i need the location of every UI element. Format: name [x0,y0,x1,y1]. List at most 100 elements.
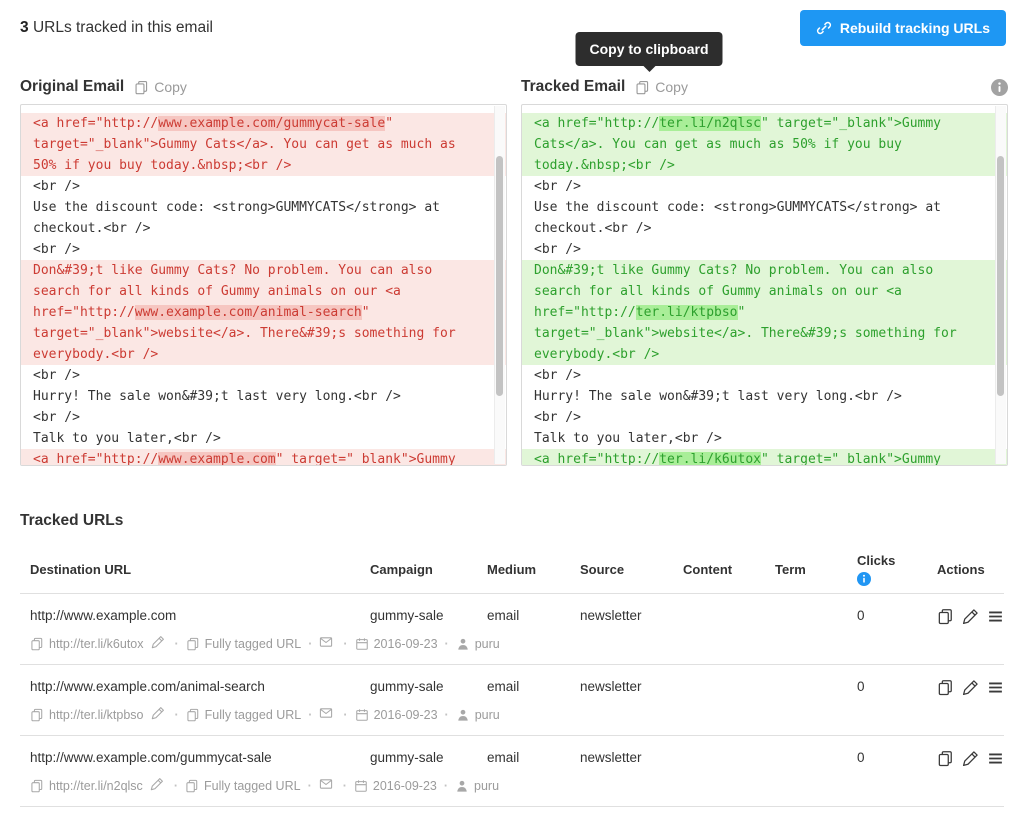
edit-url-button[interactable] [962,679,979,696]
copy-icon [30,708,44,722]
separator-dot: · [174,636,179,651]
tracked-email-code-panel[interactable]: <a href="http://ter.li/n2qlsc" target="_… [521,104,1008,466]
row-menu-button[interactable] [987,608,1004,625]
tagged-url-copy-button[interactable]: Fully tagged URL [186,708,301,722]
separator-dot: · [173,778,178,793]
row-details: http://ter.li/ktpbso · Fully tagged URL … [30,706,1004,723]
clicks-info-icon[interactable] [857,572,871,586]
code-line: <br /> [534,179,581,194]
short-url: http://ter.li/n2qlsc [49,778,143,793]
email-button[interactable] [319,706,336,723]
code-line: checkout.<br /> [33,221,151,236]
original-email-code-panel[interactable]: <a href="http://www.example.com/gummycat… [20,104,507,466]
scrollbar-track [995,106,1006,464]
date-value: 2016-09-23 [372,778,437,793]
created-by-user: puru [455,779,499,793]
short-url: http://ter.li/ktpbso [49,707,144,722]
destination-url: http://www.example.com/animal-search [30,679,265,694]
row-menu-button[interactable] [987,679,1004,696]
code-line: Use the discount code: <strong>GUMMYCATS… [534,200,941,215]
edit-url-button[interactable] [962,608,979,625]
code-line: <br /> [33,242,80,257]
edit-url-button[interactable] [962,750,979,767]
code-line: Don&#39;t like Gummy Cats? No problem. Y… [522,260,1007,281]
code-line: Cats</a>. You can get as much as 50% if … [522,134,1007,155]
created-date: 2016-09-23 [355,708,438,722]
code-line: checkout.<br /> [534,221,652,236]
content-value [683,606,775,626]
created-by-user: puru [456,637,500,651]
user-name: puru [474,778,500,793]
term-value [775,606,857,626]
medium-value: email [487,608,520,623]
code-line: everybody.<br /> [21,344,506,365]
campaign-value: gummy-sale [370,750,444,765]
edit-short-url-button[interactable] [150,777,167,794]
column-header-campaign: Campaign [370,562,433,577]
separator-dot: · [308,636,313,651]
column-header-source: Source [580,562,625,577]
rebuild-tracking-urls-button[interactable]: Rebuild tracking URLs [799,10,1006,46]
column-header-clicks: Clicks [857,553,937,586]
copy-url-button[interactable] [937,679,954,696]
content-value [683,748,775,768]
code-line: Talk to you later,<br /> [534,431,722,446]
short-url-copy-button[interactable]: http://ter.li/ktpbso [30,708,144,722]
code-line: <br /> [534,368,581,383]
code-line: <br /> [33,368,80,383]
tracked-email-info-button[interactable] [991,79,1008,96]
code-line: <a href="http://ter.li/k6utox" target="_… [522,449,1007,466]
copy-icon [30,779,44,793]
code-line: <a href="http://www.example.com" target=… [21,449,506,466]
url-highlight: www.example.com [158,452,276,466]
edit-short-url-button[interactable] [151,635,168,652]
created-date: 2016-09-23 [354,779,437,793]
medium-value: email [487,679,520,694]
scrollbar-thumb[interactable] [997,156,1004,396]
code-line: Hurry! The sale won&#39;t last very long… [33,389,401,404]
original-email-column: Original Email Copy <a href="http://www.… [20,76,507,466]
menu-icon [987,608,1004,625]
envelope-icon [319,706,333,720]
tag-status-label: Fully tagged URL [203,778,301,793]
column-header-destination-url: Destination URL [30,562,132,577]
created-by-user: puru [456,708,500,722]
term-value [775,677,857,697]
email-button[interactable] [319,635,336,652]
clicks-value: 0 [857,679,865,694]
source-value: newsletter [580,679,642,694]
row-actions [937,748,1004,768]
short-url-copy-button[interactable]: http://ter.li/n2qlsc [30,779,143,793]
separator-dot: · [443,778,449,793]
copy-icon [186,708,200,722]
copy-url-button[interactable] [937,750,954,767]
user-name: puru [474,636,500,651]
scrollbar-thumb[interactable] [496,156,503,396]
column-header-actions: Actions [937,562,985,577]
original-copy-button[interactable]: Copy [134,79,187,95]
code-line: <br /> [33,179,80,194]
tracked-copy-button[interactable]: Copy [635,79,688,95]
person-icon [456,637,470,651]
tagged-url-copy-button[interactable]: Fully tagged URL [185,779,301,793]
email-button[interactable] [319,777,336,794]
separator-dot: · [343,707,348,722]
tracked-email-code: <a href="http://ter.li/n2qlsc" target="_… [522,105,1007,466]
code-line: Hurry! The sale won&#39;t last very long… [534,389,902,404]
code-line: Talk to you later,<br /> [33,431,221,446]
table-row: http://www.example.com gummy-sale email … [20,594,1004,665]
copy-icon [30,637,44,651]
row-actions [937,606,1004,626]
tagged-url-copy-button[interactable]: Fully tagged URL [186,637,301,651]
copy-url-button[interactable] [937,608,954,625]
url-highlight: ter.li/ktpbso [635,305,738,320]
email-compare-section: Original Email Copy <a href="http://www.… [0,32,1024,466]
edit-short-url-button[interactable] [151,706,168,723]
short-url-copy-button[interactable]: http://ter.li/k6utox [30,637,144,651]
original-email-code: <a href="http://www.example.com/gummycat… [21,105,506,466]
url-count-label: URLs tracked in this email [32,19,213,36]
pencil-icon [151,706,165,720]
row-details: http://ter.li/n2qlsc · Fully tagged URL … [30,777,1004,794]
row-menu-button[interactable] [987,750,1004,767]
url-highlight: ter.li/k6utox [659,452,761,466]
